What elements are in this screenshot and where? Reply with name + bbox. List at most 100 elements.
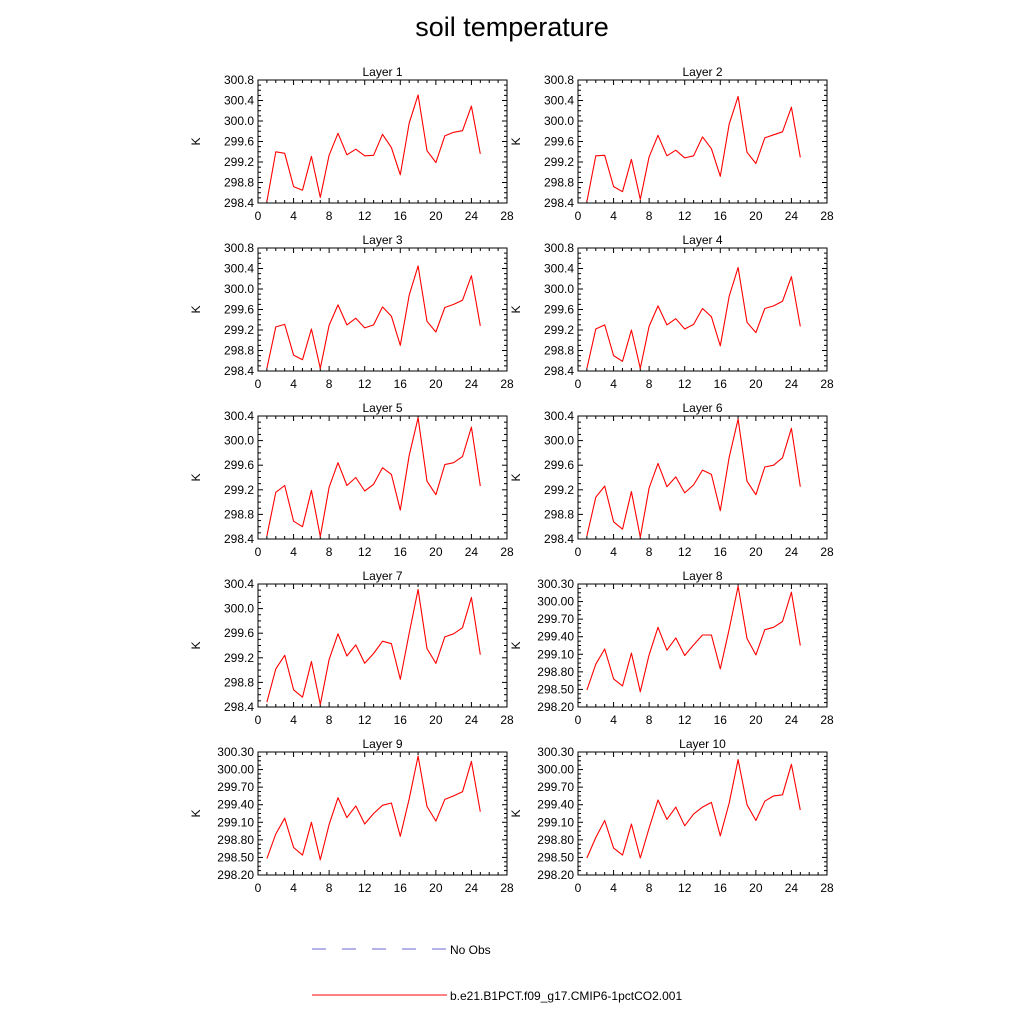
x-tick-label: 4: [610, 881, 617, 895]
y-tick-label: 298.80: [217, 833, 254, 847]
panel-title: Layer 3: [362, 233, 402, 247]
x-tick-label: 16: [714, 545, 728, 559]
x-tick-label: 24: [785, 713, 799, 727]
x-tick-label: 24: [465, 545, 479, 559]
x-tick-label: 24: [785, 209, 799, 223]
y-tick-label: 300.4: [224, 577, 254, 591]
x-tick-label: 24: [465, 377, 479, 391]
y-tick-label: 300.30: [537, 745, 574, 759]
y-tick-label: 299.6: [224, 303, 254, 317]
panel-layer-8: Layer 8 0 4 8 12 16 20 24 28 298.20 298.50 298.80 29…: [509, 569, 834, 727]
panel-layer-9: Layer 9 0 4 8 12 16 20 24 28 298.20 298.50 298.80 29…: [189, 737, 514, 895]
series-line: [586, 418, 801, 538]
x-tick-label: 0: [255, 209, 262, 223]
panel-title: Layer 1: [362, 65, 402, 79]
y-tick-label: 300.4: [544, 409, 574, 423]
x-tick-label: 20: [749, 209, 763, 223]
x-tick-label: 8: [326, 209, 333, 223]
y-tick-label: 300.0: [224, 434, 254, 448]
panel-title: Layer 9: [362, 737, 402, 751]
y-axis-label: K: [509, 137, 523, 145]
x-tick-label: 12: [358, 209, 372, 223]
y-tick-label: 298.8: [224, 344, 254, 358]
y-tick-label: 299.6: [544, 135, 574, 149]
y-tick-label: 300.30: [537, 577, 574, 591]
x-tick-label: 16: [394, 377, 408, 391]
y-tick-label: 298.4: [224, 700, 254, 714]
x-tick-label: 8: [646, 713, 653, 727]
y-tick-label: 300.0: [224, 282, 254, 296]
x-tick-label: 0: [575, 881, 582, 895]
x-tick-label: 8: [326, 545, 333, 559]
y-tick-label: 299.40: [537, 798, 574, 812]
x-tick-label: 0: [255, 377, 262, 391]
y-tick-label: 300.30: [217, 745, 254, 759]
x-tick-label: 12: [678, 209, 692, 223]
y-tick-label: 298.50: [217, 850, 254, 864]
y-tick-label: 298.8: [544, 507, 574, 521]
x-tick-label: 4: [290, 881, 297, 895]
y-tick-label: 300.0: [224, 602, 254, 616]
y-tick-label: 299.10: [537, 647, 574, 661]
plot-frame: [577, 79, 828, 204]
y-tick-label: 298.20: [537, 700, 574, 714]
x-tick-label: 12: [358, 713, 372, 727]
y-tick-label: 299.2: [224, 155, 254, 169]
y-axis-label: K: [509, 305, 523, 313]
x-tick-label: 12: [358, 377, 372, 391]
y-axis-label: K: [189, 137, 203, 145]
y-tick-label: 298.4: [544, 196, 574, 210]
panel-title: Layer 10: [679, 737, 726, 751]
y-tick-label: 300.4: [224, 94, 254, 108]
y-axis-label: K: [189, 473, 203, 481]
series-line: [266, 417, 481, 538]
x-tick-label: 28: [500, 881, 514, 895]
y-tick-label: 300.8: [544, 241, 574, 255]
y-tick-label: 300.4: [544, 94, 574, 108]
x-tick-label: 12: [678, 377, 692, 391]
series-line: [266, 588, 481, 706]
y-axis-label: K: [189, 305, 203, 313]
y-tick-label: 300.0: [224, 114, 254, 128]
x-tick-label: 16: [394, 209, 408, 223]
x-tick-label: 28: [820, 881, 834, 895]
x-tick-label: 20: [749, 545, 763, 559]
x-tick-label: 4: [290, 209, 297, 223]
panel-title: Layer 6: [682, 401, 722, 415]
y-tick-label: 299.2: [544, 155, 574, 169]
y-tick-label: 300.0: [544, 434, 574, 448]
y-axis-label: K: [509, 641, 523, 649]
y-tick-label: 298.8: [224, 176, 254, 190]
x-tick-label: 0: [575, 377, 582, 391]
series-line: [586, 266, 801, 369]
x-tick-label: 4: [610, 545, 617, 559]
x-tick-label: 20: [749, 377, 763, 391]
x-tick-label: 24: [785, 881, 799, 895]
plot-frame: [257, 79, 508, 204]
x-tick-label: 28: [820, 713, 834, 727]
x-tick-label: 28: [820, 545, 834, 559]
x-tick-label: 20: [749, 881, 763, 895]
legend-label-model: b.e21.B1PCT.f09_g17.CMIP6-1pctCO2.001: [450, 989, 682, 1003]
x-tick-label: 0: [575, 713, 582, 727]
y-tick-label: 299.2: [224, 323, 254, 337]
y-tick-label: 299.10: [217, 815, 254, 829]
y-tick-label: 298.50: [537, 850, 574, 864]
panel-title: Layer 5: [362, 401, 402, 415]
y-tick-label: 299.40: [217, 798, 254, 812]
x-tick-label: 8: [326, 713, 333, 727]
x-tick-label: 24: [465, 881, 479, 895]
y-tick-label: 300.8: [224, 73, 254, 87]
y-tick-label: 298.8: [544, 176, 574, 190]
x-tick-label: 20: [429, 377, 443, 391]
x-tick-label: 28: [500, 545, 514, 559]
y-tick-label: 298.8: [224, 675, 254, 689]
x-tick-label: 16: [714, 713, 728, 727]
x-tick-label: 28: [500, 377, 514, 391]
y-tick-label: 300.8: [224, 241, 254, 255]
x-tick-label: 0: [575, 209, 582, 223]
y-tick-label: 300.4: [224, 409, 254, 423]
x-tick-label: 24: [465, 209, 479, 223]
